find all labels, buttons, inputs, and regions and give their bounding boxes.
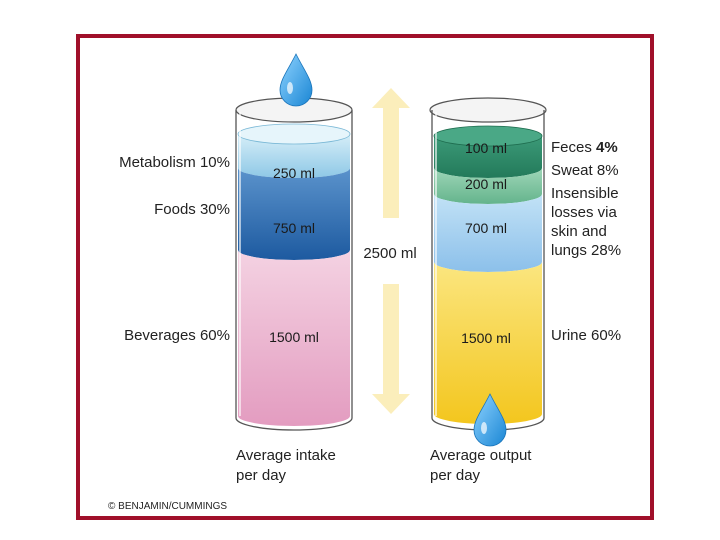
output-segment-feces (434, 136, 542, 178)
total-arrow (372, 88, 410, 414)
output-label-urine: Urine 60% (551, 327, 621, 344)
output-volume-insensible: 700 ml (465, 220, 507, 236)
output-label-feces: Feces 4% (551, 139, 618, 156)
output-segment-sweat (434, 168, 542, 204)
output-label-insensible: Insensible losses via skin and lungs 28% (551, 185, 623, 259)
output-label-sweat: Sweat 8% (551, 162, 619, 179)
intake-volume-beverages: 1500 ml (269, 329, 319, 345)
water-drop-icon (473, 393, 507, 447)
output-volume-sweat: 200 ml (465, 176, 507, 192)
output-volume-feces: 100 ml (465, 140, 507, 156)
intake-cylinder: 250 ml 750 ml 1500 ml (235, 97, 353, 431)
intake-volume-foods: 750 ml (273, 220, 315, 236)
output-segment-insensible (434, 194, 542, 272)
copyright-text: © BENJAMIN/CUMMINGS (108, 501, 227, 512)
intake-caption: Average intake per day (236, 447, 340, 484)
intake-label-metabolism: Metabolism 10% (119, 154, 230, 171)
intake-segment-metabolism (238, 134, 350, 178)
total-volume-label: 2500 ml (363, 245, 416, 262)
intake-label-foods: Foods 30% (154, 201, 230, 218)
output-cylinder: 100 ml 200 ml 700 ml 1500 ml (429, 97, 547, 431)
output-segment-urine (434, 262, 542, 424)
output-caption: Average output per day (430, 447, 536, 484)
intake-segment-foods (238, 168, 350, 260)
output-volume-urine: 1500 ml (461, 330, 511, 346)
figure-frame (76, 34, 654, 520)
intake-volume-metabolism: 250 ml (273, 165, 315, 181)
intake-label-beverages: Beverages 60% (124, 327, 230, 344)
water-drop-icon (279, 53, 313, 107)
intake-segment-beverages (238, 250, 350, 426)
